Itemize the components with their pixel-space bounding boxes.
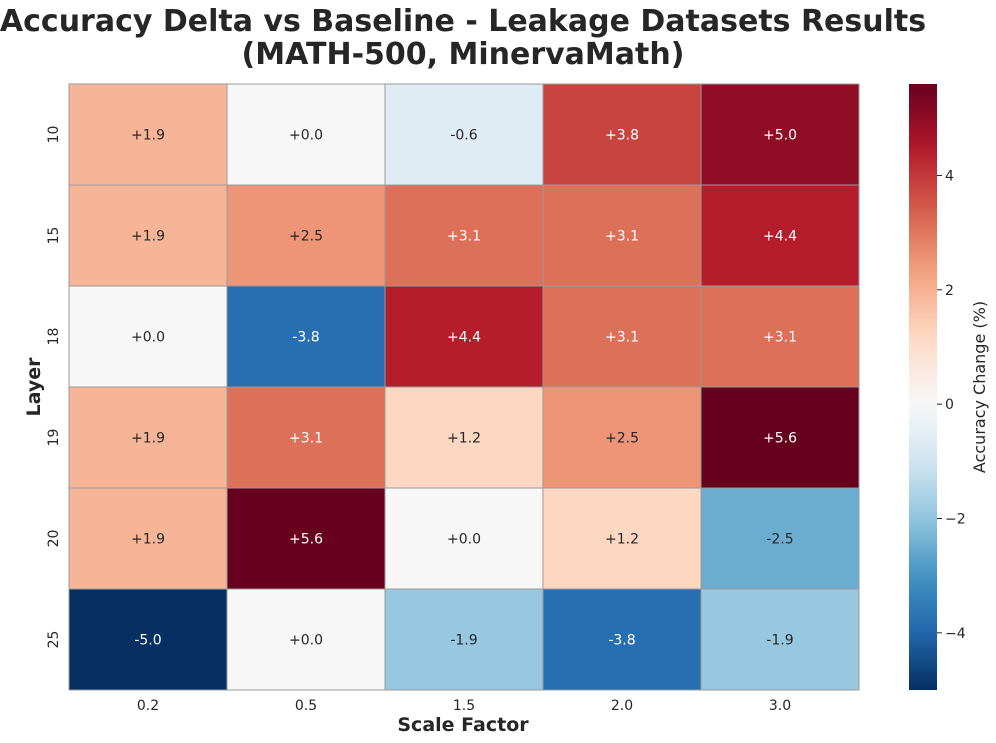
heatmap-cell	[384, 184, 544, 287]
cell-value-label: +1.9	[131, 128, 165, 144]
cell-value-label: +2.5	[605, 431, 639, 447]
cell-value-label: -3.8	[608, 633, 635, 649]
y-tick-label: 10	[46, 126, 62, 144]
heatmap-cell	[384, 386, 544, 489]
heatmap-cell	[700, 285, 860, 388]
y-tick-label: 20	[46, 530, 62, 548]
cell-value-label: +3.1	[289, 431, 323, 447]
heatmap-cell	[226, 83, 386, 186]
cell-value-label: -3.8	[292, 330, 319, 346]
cell-value-label: +5.0	[763, 128, 797, 144]
x-tick-label: 0.5	[295, 698, 317, 714]
heatmap-cell	[68, 83, 228, 186]
cell-value-label: -5.0	[134, 633, 161, 649]
cell-value-label: +4.4	[763, 229, 797, 245]
heatmap-cell	[384, 285, 544, 388]
heatmap-cell	[542, 285, 702, 388]
cell-value-label: +0.0	[447, 532, 481, 548]
heatmap-cell	[700, 487, 860, 590]
chart-title-line1: Accuracy Delta vs Baseline - Leakage Dat…	[0, 4, 926, 39]
cell-value-label: +1.9	[131, 229, 165, 245]
cell-value-label: +3.8	[605, 128, 639, 144]
heatmap-cell	[226, 588, 386, 691]
cell-value-label: -0.6	[450, 128, 477, 144]
cell-value-label: -1.9	[450, 633, 477, 649]
cell-value-label: +1.9	[131, 431, 165, 447]
cell-value-label: -2.5	[766, 532, 793, 548]
cell-value-label: +4.4	[447, 330, 481, 346]
heatmap-cell	[700, 386, 860, 489]
x-tick-label: 2.0	[611, 698, 633, 714]
chart-title-line2: (MATH-500, MinervaMath)	[242, 37, 685, 72]
heatmap-cell	[226, 285, 386, 388]
heatmap-cell	[700, 83, 860, 186]
heatmap-cell	[68, 386, 228, 489]
y-tick-labels: 10 15 18 19 20 25	[46, 126, 62, 649]
y-tick-label: 19	[46, 429, 62, 447]
heatmap-cell	[700, 184, 860, 287]
cell-value-label: +0.0	[131, 330, 165, 346]
cell-value-label: +3.1	[763, 330, 797, 346]
cell-value-label: +1.2	[447, 431, 481, 447]
cell-value-label: +2.5	[289, 229, 323, 245]
colorbar-tick-label: 2	[945, 283, 954, 299]
cell-value-label: +1.9	[131, 532, 165, 548]
x-axis-label: Scale Factor	[397, 714, 529, 736]
cell-value-label: +0.0	[289, 128, 323, 144]
x-tick-label: 0.2	[137, 698, 159, 714]
y-tick-label: 25	[46, 631, 62, 649]
cell-value-label: +1.2	[605, 532, 639, 548]
x-tick-labels: 0.2 0.5 1.5 2.0 3.0	[137, 698, 791, 714]
cell-value-label: +5.6	[289, 532, 323, 548]
cell-value-label: +3.1	[605, 330, 639, 346]
cell-value-label: +0.0	[289, 633, 323, 649]
heatmap-cell	[542, 83, 702, 186]
x-tick-label: 1.5	[453, 698, 475, 714]
colorbar	[909, 84, 937, 690]
x-tick-label: 3.0	[769, 698, 791, 714]
heatmap-cell	[226, 386, 386, 489]
cell-value-label: +5.6	[763, 431, 797, 447]
heatmap-cell	[384, 588, 544, 691]
heatmap-cell	[384, 487, 544, 590]
heatmap-cell	[68, 487, 228, 590]
colorbar-tick-label: −2	[945, 511, 966, 527]
y-tick-label: 15	[46, 227, 62, 245]
colorbar-tick-label: 4	[945, 168, 954, 184]
y-axis-label: Layer	[23, 357, 45, 417]
cell-value-label: -1.9	[766, 633, 793, 649]
colorbar-label: Accuracy Change (%)	[970, 301, 989, 473]
heatmap-cell	[68, 184, 228, 287]
cell-value-label: +3.1	[605, 229, 639, 245]
cell-value-label: +3.1	[447, 229, 481, 245]
heatmap-cell	[226, 487, 386, 590]
heatmap-cell	[542, 588, 702, 691]
colorbar-tick-label: 0	[945, 397, 954, 413]
heatmap-cell	[542, 386, 702, 489]
y-tick-label: 18	[46, 328, 62, 346]
heatmap-cell	[700, 588, 860, 691]
colorbar-ticks: −4 −2 0 2 4	[937, 168, 966, 642]
colorbar-tick-label: −4	[945, 626, 966, 642]
heatmap-cell	[384, 83, 544, 186]
heatmap-cells: +1.9 +0.0 -0.6 +3.8 +5.0 +1.9 +2.5 +3.1 +3.1 +4.4…	[68, 83, 860, 691]
